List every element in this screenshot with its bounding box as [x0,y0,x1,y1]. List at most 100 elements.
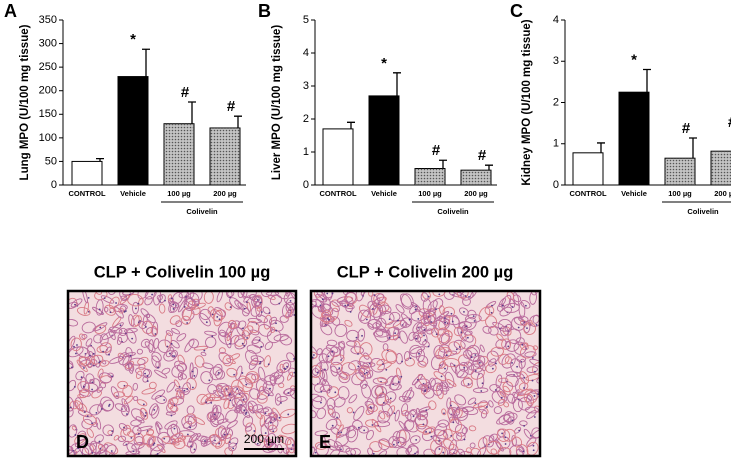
nucleus [393,412,396,415]
error-bar [96,157,104,162]
alveolus [166,381,176,393]
alveolus [68,301,79,309]
nucleus [228,441,231,444]
alveolus [212,309,226,322]
alveolus [429,377,436,387]
alveolus [117,435,127,442]
nucleus [223,433,226,436]
alveolus [132,301,140,315]
nucleus [365,318,368,321]
alveolus [507,328,522,345]
alveolus [166,424,181,440]
alveolus [512,398,523,413]
alveolus [357,328,366,342]
alveolus [467,309,477,320]
alveolus [513,341,527,355]
alveolus [237,320,247,329]
nucleus [470,356,473,359]
nucleus [173,427,176,430]
alveolus [357,361,370,368]
nucleus [361,334,363,337]
alveolus [68,319,79,327]
alveolus [366,403,378,413]
alveolus [109,326,123,334]
alveolus [212,363,223,376]
alveolus [373,420,391,428]
alveolus [247,402,255,414]
alveolus [266,329,282,344]
alveolus [161,367,171,375]
x-tick-label: 100 µg [418,189,442,198]
alveolus [339,445,351,453]
alveolus [448,448,461,456]
nucleus [173,404,176,407]
alveolus [99,342,112,354]
alveolus [404,419,419,433]
nucleus [246,337,249,339]
alveolus [503,302,520,313]
nucleus [389,397,392,400]
panel-letter: A [4,1,17,21]
alveolus [400,317,413,328]
alveolus [314,430,328,437]
nucleus [427,295,430,298]
alveolus [226,367,238,378]
alveolus [463,361,475,375]
nucleus [267,394,270,397]
nucleus [183,305,186,308]
nucleus [363,429,366,432]
alveolus [498,297,506,307]
alveolus [378,438,390,451]
nucleus [83,367,85,369]
nucleus [131,337,134,340]
nucleus [91,422,93,425]
alveolus [492,321,505,330]
alveolus [234,406,243,412]
y-tick-label: 250 [39,61,57,73]
alveolus [245,349,259,366]
alveolus [140,338,151,348]
alveolus [138,321,147,330]
y-tick-label: 3 [303,80,309,92]
alveolus [245,371,260,384]
alveolus [200,438,208,447]
group-label: Colivelin [687,207,719,216]
alveolus [405,445,419,456]
nucleus [146,375,149,377]
nucleus [256,442,259,445]
alveolus [458,321,472,329]
alveolus [488,358,497,367]
alveolus [479,344,485,353]
alveolus [127,294,144,307]
alveolus [465,447,472,454]
alveolus [128,314,135,327]
nucleus [491,304,493,307]
alveolus [229,334,240,345]
alveolus [247,318,262,324]
alveolus [518,358,526,369]
alveolus [358,425,369,434]
nucleus [355,336,358,339]
nucleus [73,385,76,388]
alveolus [102,424,114,437]
nucleus [171,355,174,357]
image-letter: E [319,432,331,452]
alveolus [89,404,102,416]
alveolus [235,399,247,414]
alveolus [409,435,421,445]
alveolus [396,429,411,443]
nucleus [123,310,126,313]
nucleus [516,365,519,368]
alveolus [401,403,409,415]
nucleus [424,390,426,393]
nucleus [438,439,440,442]
alveolus [118,423,128,431]
panel-letter: B [258,1,271,21]
alveolus [191,306,201,316]
alveolus [139,407,149,420]
alveolus [120,404,130,417]
nucleus [260,345,263,348]
alveolus [144,296,153,306]
nucleus [327,355,330,358]
alveolus [286,371,294,381]
